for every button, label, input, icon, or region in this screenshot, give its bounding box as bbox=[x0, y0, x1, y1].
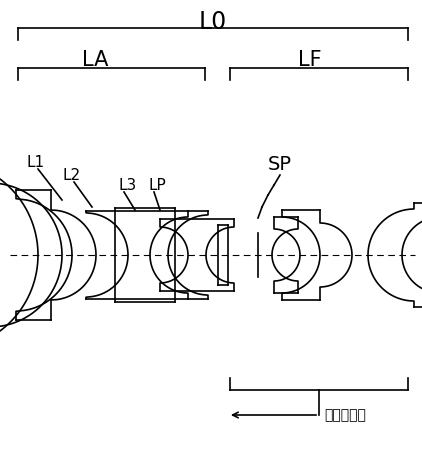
Text: L0: L0 bbox=[199, 10, 227, 34]
Text: SP: SP bbox=[268, 155, 292, 174]
Text: L2: L2 bbox=[62, 168, 80, 183]
Text: L3: L3 bbox=[118, 178, 136, 193]
Text: LP: LP bbox=[148, 178, 166, 193]
Text: LA: LA bbox=[82, 50, 108, 70]
Text: L1: L1 bbox=[26, 155, 44, 170]
Text: LF: LF bbox=[298, 50, 322, 70]
Text: フォーカス: フォーカス bbox=[324, 408, 366, 422]
